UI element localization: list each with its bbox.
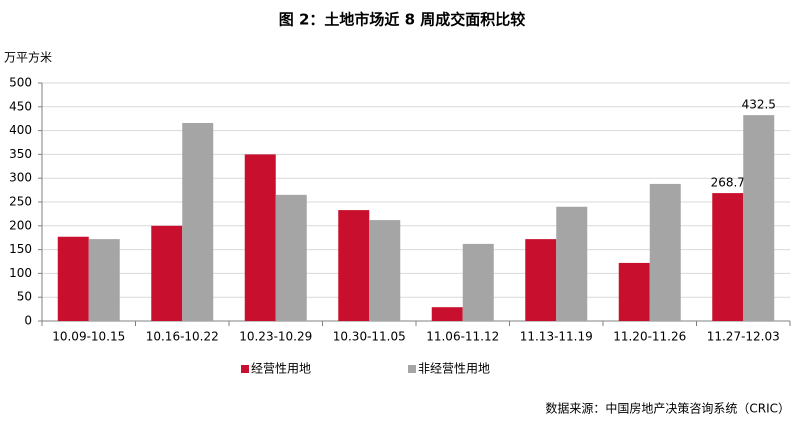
data-label: 432.5 <box>742 98 776 112</box>
y-tick-label: 50 <box>17 290 32 304</box>
source-note: 数据来源：中国房地产决策咨询系统（CRIC） <box>545 401 790 416</box>
x-tick-label: 11.06-11.12 <box>426 330 499 344</box>
bar <box>244 154 276 321</box>
y-tick-label: 500 <box>9 76 32 90</box>
x-tick-label: 11.20-11.26 <box>613 330 686 344</box>
x-tick-label: 10.23-10.29 <box>239 330 312 344</box>
bar <box>275 194 307 321</box>
legend-label: 经营性用地 <box>251 362 311 376</box>
bar <box>88 239 120 321</box>
bar <box>462 243 494 321</box>
bar <box>556 206 588 321</box>
chart-title: 图 2：土地市场近 8 周成交面积比较 <box>279 11 526 29</box>
y-tick-label: 200 <box>9 218 32 232</box>
bar <box>369 220 401 321</box>
bar <box>743 115 775 321</box>
bar <box>57 236 89 321</box>
bar <box>618 262 650 321</box>
y-tick-label: 0 <box>24 314 32 328</box>
x-tick-label: 10.16-10.22 <box>146 330 219 344</box>
y-tick-label: 100 <box>9 266 32 280</box>
y-tick-label: 450 <box>9 99 32 113</box>
y-tick-label: 300 <box>9 171 32 185</box>
bar <box>182 122 214 321</box>
x-tick-label: 10.09-10.15 <box>52 330 125 344</box>
legend-swatch <box>241 365 249 373</box>
x-tick-label: 11.27-12.03 <box>707 330 780 344</box>
y-tick-label: 250 <box>9 195 32 209</box>
legend-swatch <box>408 365 416 373</box>
bar <box>649 183 681 321</box>
x-tick-label: 11.13-11.19 <box>520 330 593 344</box>
bar <box>525 239 557 321</box>
bar <box>338 210 370 321</box>
y-tick-label: 350 <box>9 147 32 161</box>
bar <box>431 307 463 321</box>
bar <box>712 193 744 321</box>
x-tick-label: 10.30-11.05 <box>333 330 406 344</box>
legend-label: 非经营性用地 <box>418 362 490 376</box>
y-tick-label: 150 <box>9 242 32 256</box>
y-axis-label: 万平方米 <box>4 50 52 65</box>
y-tick-label: 400 <box>9 123 32 137</box>
data-label: 268.7 <box>711 176 745 190</box>
bar <box>151 225 183 321</box>
